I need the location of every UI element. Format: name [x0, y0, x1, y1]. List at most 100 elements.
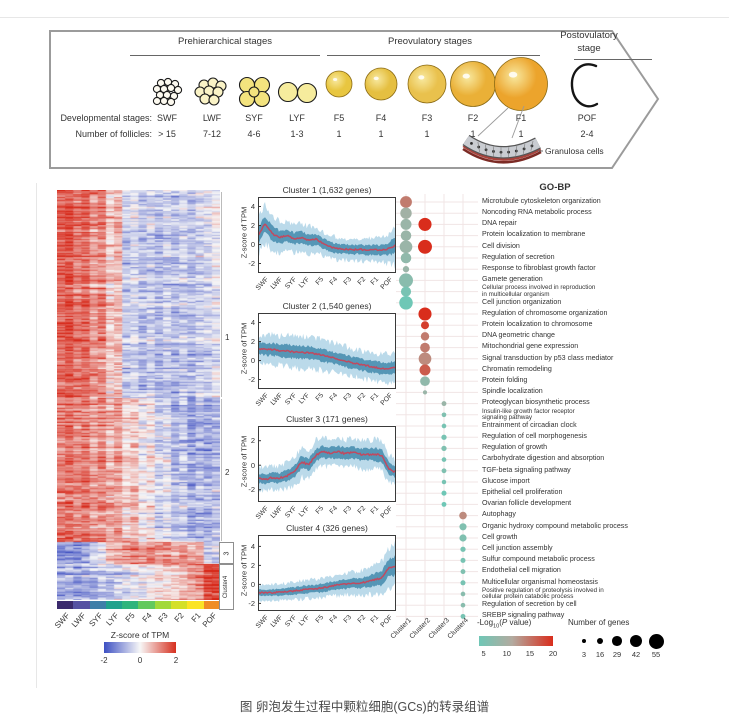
group-header-postovulatory-1: Postovulatory	[560, 30, 618, 41]
panel-plot-cluster4	[258, 535, 396, 611]
go-dot	[441, 501, 447, 507]
genes-legend-count: 3	[581, 650, 587, 659]
follicle-highlight	[373, 76, 379, 81]
stage-count-POF: 2-4	[580, 129, 594, 139]
go-term-label: Sulfur compound metabolic process	[482, 555, 595, 564]
panel-y-tick-label: -2	[248, 485, 255, 495]
row-label-number-of-follicles: Number of follicles:	[75, 129, 152, 139]
heatmap-legend-tick: -2	[100, 656, 108, 665]
go-dot	[459, 534, 467, 542]
inset-connector	[477, 107, 509, 137]
row-label-developmental-stages: Developmental stages:	[60, 113, 152, 123]
panel-plot-cluster2	[258, 313, 396, 389]
go-term-label: Regulation of chromosome organization	[482, 308, 608, 317]
pvalue-tick-5: 5	[481, 649, 486, 658]
panel-plot-cluster1	[258, 197, 396, 273]
mean-line	[258, 450, 396, 481]
go-dot	[400, 286, 412, 297]
heatmap-cluster1-label: 1	[225, 333, 230, 342]
figure-caption: 图 卵泡发生过程中颗粒细胞(GCs)的转录组谱	[239, 700, 490, 714]
stage-count-F3: 1	[424, 129, 430, 139]
follicle-LYF	[277, 81, 299, 103]
panel-y-tick-label: 2	[250, 560, 255, 570]
go-dot	[460, 613, 466, 619]
heatmap-cluster4-label-box: Cluster4	[219, 564, 234, 610]
mean-line	[258, 347, 396, 371]
follicle-highlight	[508, 71, 518, 78]
go-term-label: Carbohydrate digestion and absorption	[482, 454, 605, 463]
panel-y-tick-label: 2	[250, 221, 255, 230]
pvalue-tick-15: 15	[525, 649, 535, 658]
go-dot	[418, 239, 432, 254]
stage-annotation-bar	[57, 601, 220, 609]
follicle-SWF	[166, 83, 176, 93]
panel-y-tick-label: 0	[250, 356, 255, 365]
panel-y-tick-label: 2	[250, 436, 255, 446]
follicle-F2	[450, 61, 496, 107]
follicle-F4	[364, 67, 398, 101]
go-dot	[441, 423, 447, 429]
genes-legend-dot	[596, 637, 604, 645]
go-dot	[399, 296, 413, 310]
follicle-SYF	[248, 86, 260, 98]
go-term-label: Regulation of cell morphogenesis	[482, 432, 587, 440]
go-term-label: Mitochondrial gene expression	[482, 342, 579, 351]
follicle-SWF	[152, 96, 162, 106]
stage-bar-cell-SYF	[89, 601, 106, 609]
stage-count-LYF: 1-3	[290, 129, 304, 139]
heatmap-legend-title: Z-score of TPM	[110, 630, 170, 640]
panel-plot-cluster3	[258, 426, 396, 502]
go-dot	[460, 580, 466, 586]
granulosa-cells-label: Granulosa cells	[545, 146, 604, 156]
pof-follicle-outline	[570, 63, 599, 108]
stage-label-F3: F3	[421, 113, 433, 123]
stage-bar-cell-F2	[171, 601, 188, 609]
stage-bar-cell-LWF	[73, 601, 90, 609]
stage-count-SWF: > 15	[158, 129, 176, 139]
panel-border	[258, 426, 396, 502]
go-dot	[420, 342, 430, 353]
go-term-label: Multicellular organismal homeostasis	[482, 577, 598, 586]
genes-legend-dot	[629, 634, 643, 648]
panel-title-cluster1: Cluster 1 (1,632 genes)	[282, 185, 372, 195]
go-term-label: Glucose import	[482, 476, 530, 485]
go-dot	[418, 352, 432, 366]
go-term-label: Regulation of secretion	[482, 252, 555, 261]
go-dot	[400, 218, 412, 230]
go-term-label: Insulin-like growth factor receptor signa…	[482, 407, 575, 421]
follicle-highlight	[462, 73, 470, 79]
stage-label-F2: F2	[467, 113, 479, 123]
go-dot	[459, 511, 467, 520]
stage-bar-cell-SWF	[57, 601, 74, 609]
go-dot	[441, 490, 447, 496]
cell-border	[508, 147, 510, 158]
heatmap-canvas	[57, 190, 220, 600]
go-term-label: Organic hydroxy compound metabolic proce…	[482, 521, 628, 530]
heatmap-cluster3-label-box: 3	[219, 542, 234, 564]
go-dot	[459, 523, 467, 531]
pvalue-legend-pvar: P	[501, 618, 508, 627]
go-dot	[402, 266, 410, 273]
genes-legend-count: 42	[631, 650, 641, 659]
go-dot	[441, 445, 447, 452]
panel-y-tick-label: 0	[250, 460, 255, 470]
go-dot	[418, 217, 432, 231]
go-term-label: SREBP signaling pathway	[482, 611, 565, 620]
pvalue-tick-10: 10	[502, 649, 511, 658]
top-divider	[0, 17, 729, 18]
genes-legend-title: Number of genes	[568, 618, 630, 627]
go-dot	[460, 569, 466, 575]
genes-legend-dot	[612, 636, 622, 646]
follicle-F1	[494, 57, 548, 111]
go-dot	[441, 479, 447, 485]
pvalue-tick-20: 20	[548, 649, 558, 658]
go-dot	[399, 273, 413, 288]
stage-bar-cell-F5	[122, 601, 139, 609]
go-term-label: DNA repair	[482, 219, 517, 228]
mean-line	[258, 223, 396, 252]
go-dot	[400, 230, 412, 241]
go-term-label: Protein localization to chromosome	[482, 320, 593, 328]
go-term-label: Epithelial cell proliferation	[482, 488, 563, 496]
pvalue-legend-close: value)	[507, 618, 532, 627]
panel-y-tick-label: 4	[250, 541, 255, 551]
